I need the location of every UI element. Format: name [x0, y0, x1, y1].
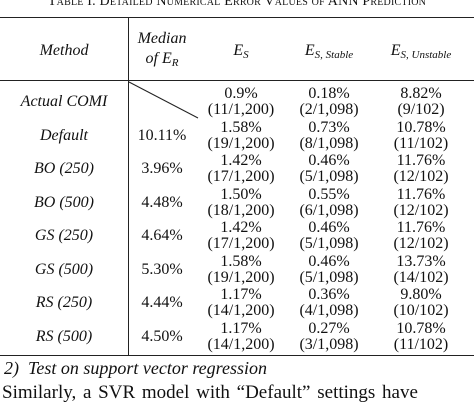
count-cell: (10/102) — [393, 302, 449, 319]
value-cell: 0.18% — [308, 85, 350, 102]
value-cell: 1.42% — [220, 219, 262, 236]
median-cell: 10.11% — [137, 126, 187, 144]
header-cell: Median — [137, 30, 187, 47]
method-cell: Actual COMI — [20, 93, 108, 110]
count-cell: (11/102) — [393, 134, 449, 152]
median-cell: 4.50% — [141, 327, 183, 345]
median-cell: 5.30% — [141, 260, 183, 278]
count-cell: (3/1,098) — [299, 335, 359, 353]
value-cell: 1.58% — [220, 252, 262, 270]
header-symbol: E — [233, 42, 244, 59]
value-cell: 1.42% — [220, 152, 262, 169]
header-cell: of ER — [145, 50, 179, 69]
value-cell: 1.17% — [220, 319, 262, 337]
count-cell: (2/1,098) — [299, 101, 359, 118]
value-cell: 0.36% — [308, 286, 350, 303]
value-cell: 9.80% — [400, 286, 442, 303]
header-text: of — [145, 50, 158, 67]
count-cell: (18/1,200) — [207, 201, 275, 219]
paragraph: Similarly, a SVR model with “Default” se… — [2, 382, 418, 403]
count-cell: (19/1,200) — [207, 134, 275, 152]
value-cell: 1.50% — [220, 185, 262, 203]
header-cell: ES, Stable — [304, 42, 354, 61]
header-cell: ES, Unstable — [390, 42, 452, 61]
count-cell: (6/1,098) — [299, 201, 359, 219]
value-cell: 1.58% — [220, 118, 262, 136]
count-cell: (11/102) — [393, 335, 449, 353]
section-heading: 2) Test on support vector regression — [4, 358, 267, 378]
count-cell: (19/1,200) — [207, 268, 275, 286]
value-cell: 1.17% — [220, 286, 262, 303]
value-cell: 0.27% — [308, 319, 350, 337]
median-cell: 3.96% — [141, 160, 183, 177]
header-symbol: E — [304, 42, 315, 59]
count-cell: (12/102) — [393, 168, 449, 185]
header-cell: Method — [39, 42, 89, 59]
section-number: 2) — [4, 358, 19, 378]
header-subscript: S, Unstable — [400, 49, 452, 61]
method-cell: GS (250) — [34, 227, 94, 244]
value-cell: 10.78% — [396, 319, 446, 337]
method-cell: BO (250) — [34, 160, 94, 177]
median-cell: 4.64% — [141, 227, 183, 244]
value-cell: 0.46% — [308, 219, 350, 236]
method-cell: RS (250) — [35, 294, 93, 311]
count-cell: (4/1,098) — [299, 302, 359, 319]
count-cell: (17/1,200) — [207, 168, 275, 185]
header-symbol: E — [390, 42, 401, 59]
value-cell: 13.73% — [396, 252, 446, 270]
value-cell: 0.73% — [308, 118, 350, 136]
method-cell: BO (500) — [34, 193, 94, 211]
method-cell: Default — [40, 126, 88, 144]
value-cell: 8.82% — [400, 85, 442, 102]
count-cell: (5/1,098) — [299, 235, 359, 252]
median-cell: 4.44% — [141, 294, 183, 311]
median-cell: 4.48% — [141, 193, 183, 211]
header-symbol: E — [161, 50, 172, 67]
count-cell: (14/1,200) — [207, 302, 275, 319]
value-cell: 0.9% — [224, 85, 258, 102]
header-cell: ES — [233, 42, 249, 61]
caption: Table I. Detailed Numerical Error Values… — [47, 0, 427, 9]
value-cell: 11.76% — [396, 152, 446, 169]
value-cell: 0.55% — [308, 185, 350, 203]
value-cell: 0.46% — [308, 252, 350, 270]
count-cell: (12/102) — [393, 201, 449, 219]
value-cell: 10.78% — [396, 118, 446, 136]
header-subscript: R — [171, 57, 179, 69]
count-cell: (12/102) — [393, 235, 449, 252]
header-subscript: S, Stable — [314, 49, 354, 61]
method-cell: GS (500) — [34, 260, 94, 278]
count-cell: (14/1,200) — [207, 335, 275, 353]
count-cell: (9/102) — [397, 101, 445, 118]
count-cell: (17/1,200) — [207, 235, 275, 252]
count-cell: (11/1,200) — [207, 101, 275, 118]
diagonal — [128, 81, 199, 119]
section-title: Test on support vector regression — [28, 358, 268, 378]
count-cell: (5/1,098) — [299, 168, 359, 185]
value-cell: 0.46% — [308, 152, 350, 169]
method-cell: RS (500) — [35, 327, 93, 345]
header-subscript: S — [243, 49, 249, 61]
count-cell: (8/1,098) — [299, 134, 359, 152]
value-cell: 11.76% — [396, 219, 446, 236]
count-cell: (14/102) — [393, 268, 449, 286]
count-cell: (5/1,098) — [299, 268, 359, 286]
value-cell: 11.76% — [396, 185, 446, 203]
